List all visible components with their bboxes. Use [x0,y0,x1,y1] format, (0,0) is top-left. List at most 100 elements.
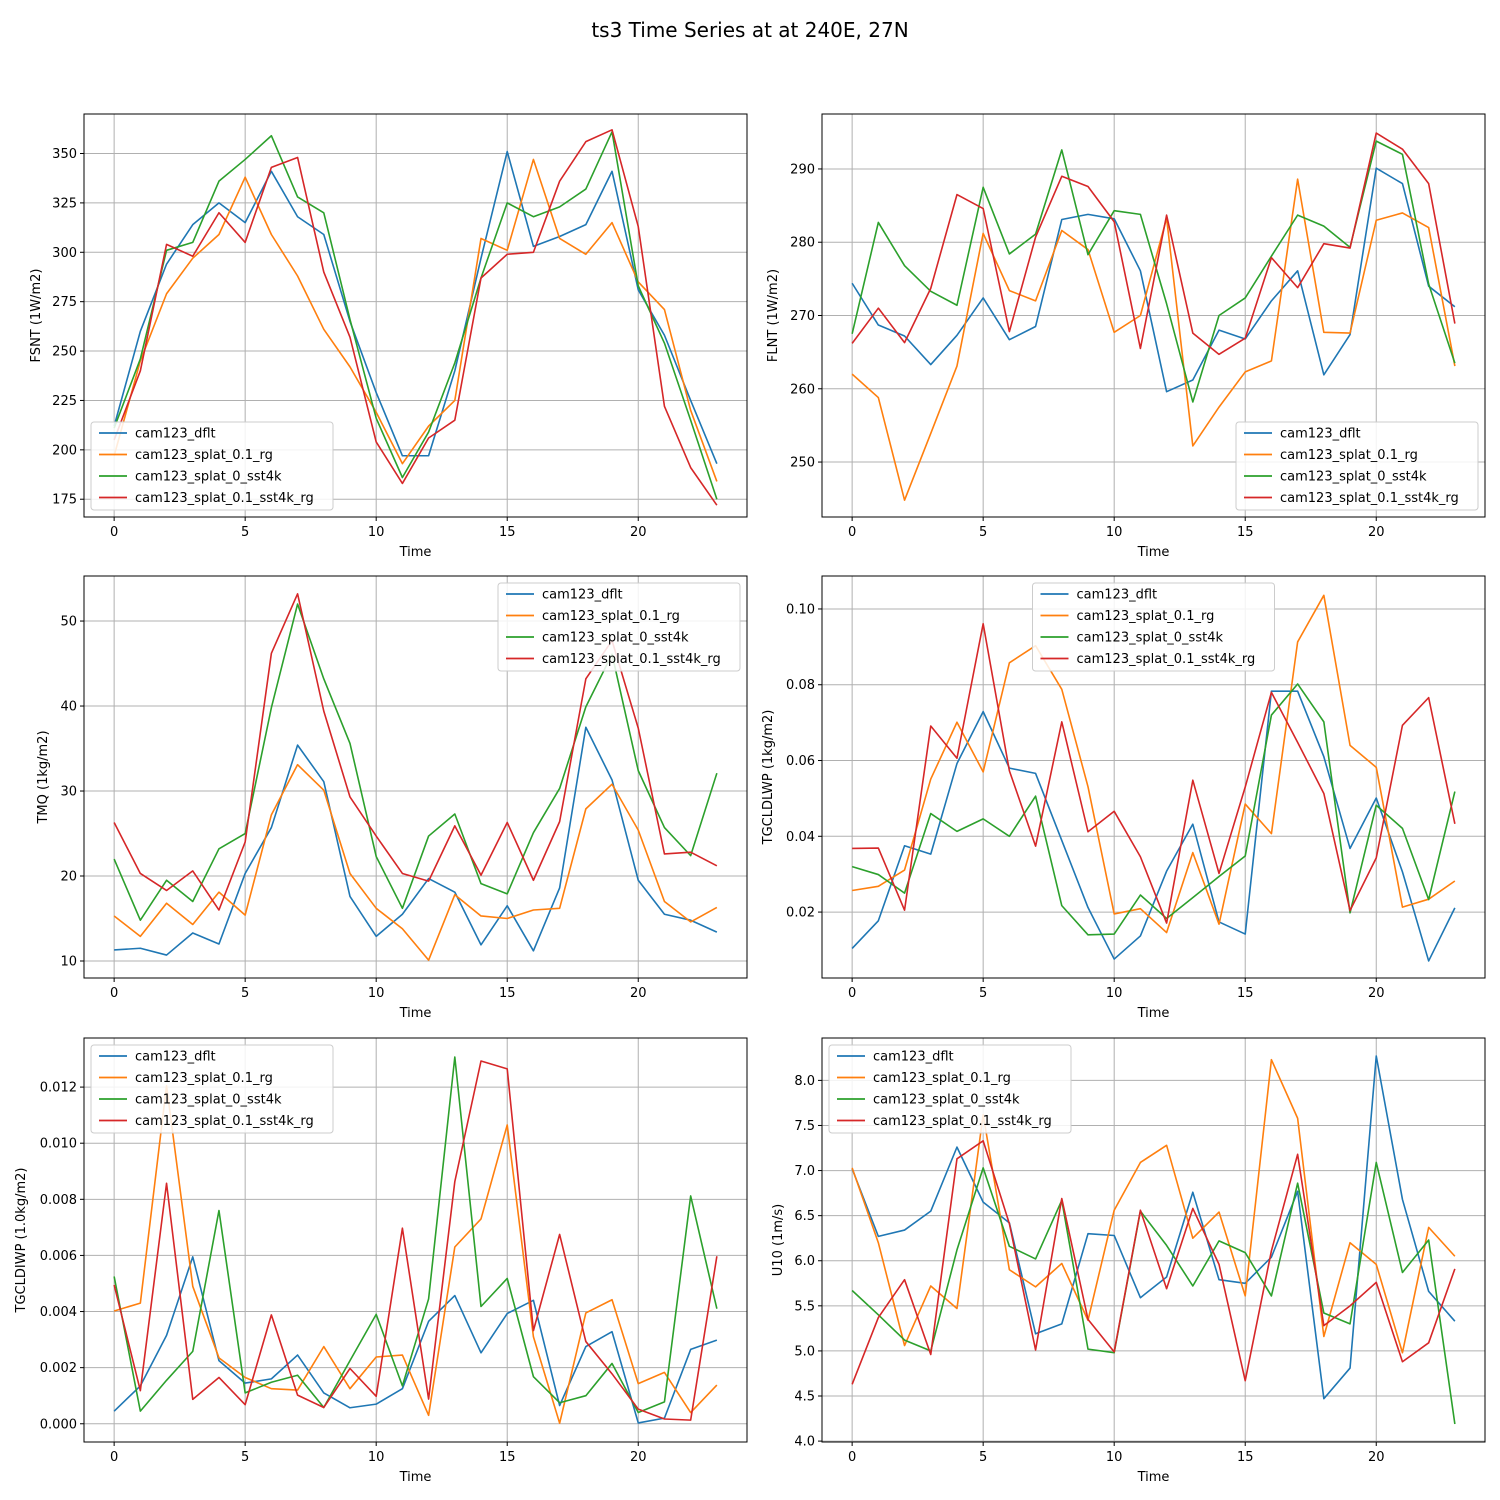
x-tick-label: 20 [630,986,647,1001]
series-line-1 [851,178,1456,501]
legend-label-1: cam123_splat_0.1_rg [135,448,273,463]
x-tick-label: 10 [1106,1450,1123,1465]
legend-box [497,582,741,672]
axes-frame [83,113,748,518]
legend-label-1: cam123_splat_0.1_rg [542,609,680,624]
legend-label-0: cam123_dflt [873,1050,954,1065]
y-tick-label: 10 [60,955,77,970]
y-tick-label: 0.02 [786,906,815,921]
legend-label-3: cam123_splat_0.1_sst4k_rg [135,1114,314,1129]
y-tick-label: 280 [790,236,815,251]
y-tick-label: 0.012 [40,1081,77,1096]
y-axis-label: FLNT (1W/m2) [766,269,781,362]
legend-label-3: cam123_splat_0.1_sst4k_rg [542,652,721,667]
y-tick-label: 325 [52,196,77,211]
x-tick-label: 5 [979,986,987,1001]
y-axis-label: FSNT (1W/m2) [29,269,44,363]
y-tick-label: 40 [60,700,77,715]
y-tick-label: 250 [790,456,815,471]
y-tick-label: 300 [52,246,77,261]
x-tick-label: 15 [1237,1450,1254,1465]
legend-box [1235,421,1479,511]
y-tick-label: 260 [790,382,815,397]
x-tick-label: 0 [848,1450,856,1465]
x-tick-label: 20 [1368,1450,1385,1465]
series-line-0 [851,1055,1456,1400]
y-tick-label: 7.5 [794,1119,815,1134]
series-line-1 [851,1058,1456,1354]
legend-label-2: cam123_splat_0_sst4k [1280,470,1427,485]
y-tick-label: 0.08 [786,678,815,693]
legend-label-3: cam123_splat_0.1_sst4k_rg [1077,652,1256,667]
axes-frame [83,1037,748,1443]
y-tick-label: 5.5 [794,1299,815,1314]
legend-box [1032,582,1275,672]
series-line-1 [113,1084,718,1424]
legend-label-1: cam123_splat_0.1_rg [1077,609,1215,624]
x-axis-label: Time [399,1006,432,1021]
series-line-0 [851,690,1456,962]
y-tick-label: 5.0 [794,1344,815,1359]
subplot-u10: 0 5 10 15 20 4.0 4.5 5.0 5.5 6.0 6.5 7.0 7.5 8.0 Time U… [771,1037,1486,1485]
legend-label-3: cam123_splat_0.1_sst4k_rg [1280,491,1459,506]
x-axis-label: Time [399,545,432,560]
x-axis-label: Time [399,1470,432,1485]
legend-label-2: cam123_splat_0_sst4k [135,1093,282,1108]
y-axis-label: TGCLDLWP (1kg/m2) [761,710,776,846]
y-tick-label: 8.0 [794,1074,815,1089]
series-line-0 [114,726,718,956]
y-tick-label: 0.04 [786,830,815,845]
subplot-fsnt: 0 5 10 15 20 175 200 225 250 275 300 325 350 Time FSNT… [29,113,748,560]
y-tick-label: 350 [52,147,77,162]
y-tick-label: 0.000 [40,1417,77,1432]
y-tick-label: 20 [60,870,77,885]
x-tick-label: 15 [499,525,516,540]
x-tick-label: 5 [241,1450,249,1465]
x-tick-label: 10 [1106,525,1123,540]
y-tick-label: 6.5 [794,1209,815,1224]
x-tick-label: 10 [368,525,385,540]
x-tick-label: 5 [241,525,249,540]
series-line-2 [113,130,718,500]
legend: cam123_dflt cam123_splat_0.1_rg cam123_spl… [497,582,741,672]
y-tick-label: 200 [52,443,77,458]
legend: cam123_dflt cam123_splat_0.1_rg cam123_spl… [1235,421,1479,511]
legend-label-2: cam123_splat_0_sst4k [135,470,282,485]
y-tick-label: 0.008 [40,1193,77,1208]
series-line-2 [113,603,718,922]
legend-label-0: cam123_dflt [1077,588,1158,603]
series-line-2 [113,1056,718,1414]
legend-label-0: cam123_dflt [1280,427,1361,442]
y-tick-label: 6.0 [794,1254,815,1269]
x-tick-label: 0 [110,1450,118,1465]
x-tick-label: 0 [848,525,856,540]
series-line-3 [113,1060,718,1421]
y-tick-label: 4.0 [794,1435,815,1450]
y-tick-label: 270 [790,309,815,324]
y-tick-label: 4.5 [794,1390,815,1405]
x-axis-label: Time [1137,1470,1170,1485]
series-line-1 [852,594,1456,934]
legend-label-0: cam123_dflt [135,427,216,442]
y-tick-label: 0.06 [786,754,815,769]
series-line-1 [113,763,718,961]
subplot-flnt: 0 5 10 15 20 250 260 270 280 290 Time FLNT (1W/m2) c… [766,113,1486,560]
series-line-1 [113,158,718,482]
x-tick-label: 5 [241,986,249,1001]
x-tick-label: 15 [499,986,516,1001]
legend-label-2: cam123_splat_0_sst4k [1077,631,1224,646]
legend-label-0: cam123_dflt [135,1050,216,1065]
legend-label-3: cam123_splat_0.1_sst4k_rg [135,491,314,506]
x-tick-label: 0 [848,986,856,1001]
x-axis-label: Time [1137,1006,1170,1021]
legend-label-2: cam123_splat_0_sst4k [542,631,689,646]
y-tick-label: 0.10 [786,602,815,617]
x-tick-label: 5 [979,525,987,540]
y-tick-label: 250 [52,345,77,360]
x-tick-label: 5 [979,1450,987,1465]
x-tick-label: 15 [1237,525,1254,540]
series-line-0 [851,167,1456,393]
legend-label-1: cam123_splat_0.1_rg [873,1071,1011,1086]
subplot-tgcldlwp: 0 5 10 15 20 0.02 0.04 0.06 0.08 0.10 Time TGCLDLWP… [761,575,1486,1021]
